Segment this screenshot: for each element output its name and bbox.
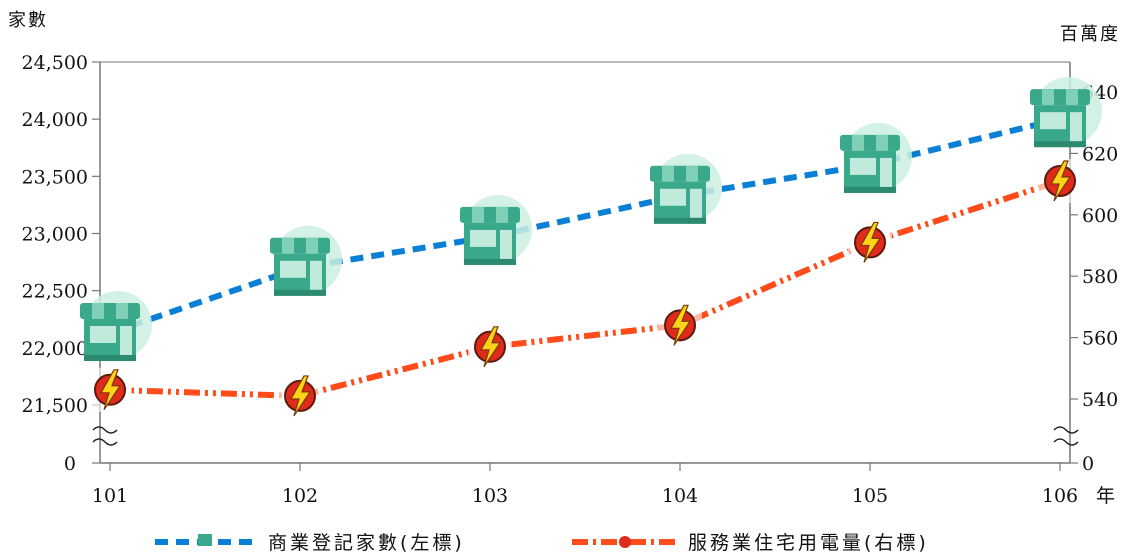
right-axis-title: 百萬度 bbox=[1060, 24, 1120, 45]
right-tick-label: 540 bbox=[1082, 389, 1118, 411]
store-icon bbox=[270, 225, 342, 296]
series-lines bbox=[109, 116, 1061, 399]
x-axis-ticks: 101 102 103 104 105 106 bbox=[92, 463, 1078, 507]
x-tick-label: 102 bbox=[282, 485, 318, 507]
axes bbox=[99, 61, 1071, 464]
left-tick-label: 23,500 bbox=[22, 166, 88, 188]
left-tick-label: 21,500 bbox=[22, 395, 88, 417]
legend: 商業登記家數(左標) 服務業住宅用電量(右標) bbox=[155, 532, 929, 554]
x-tick-label: 101 bbox=[92, 485, 128, 507]
series-markers bbox=[80, 77, 1102, 419]
left-zero-label: 0 bbox=[64, 453, 76, 475]
x-axis-unit: 年 bbox=[1096, 485, 1115, 507]
lightning-icon bbox=[847, 219, 893, 266]
left-tick-label: 22,500 bbox=[22, 281, 88, 303]
legend-item-commercial: 商業登記家數(左標) bbox=[155, 532, 465, 554]
lightning-icon bbox=[619, 536, 631, 548]
store-icon bbox=[840, 122, 912, 193]
right-axis-break bbox=[1053, 426, 1079, 446]
right-zero-label: 0 bbox=[1082, 453, 1094, 475]
store-icon bbox=[1030, 77, 1102, 148]
store-icon bbox=[198, 534, 212, 546]
lightning-icon bbox=[87, 366, 133, 413]
x-tick-label: 103 bbox=[472, 485, 508, 507]
left-tick-label: 24,500 bbox=[22, 52, 88, 74]
right-tick-label: 620 bbox=[1082, 143, 1118, 165]
lightning-icon bbox=[467, 323, 513, 370]
x-tick-label: 104 bbox=[662, 485, 698, 507]
x-tick-label: 106 bbox=[1042, 485, 1078, 507]
store-icon bbox=[80, 290, 152, 361]
electricity-series-line bbox=[109, 178, 1061, 399]
left-tick-label: 24,000 bbox=[22, 109, 88, 131]
lightning-icon bbox=[1037, 158, 1083, 205]
right-tick-label: 560 bbox=[1082, 328, 1118, 350]
x-tick-label: 105 bbox=[852, 485, 888, 507]
right-tick-label: 600 bbox=[1082, 205, 1118, 227]
legend-item-electricity: 服務業住宅用電量(右標) bbox=[572, 532, 929, 554]
left-axis-title: 家數 bbox=[8, 10, 48, 31]
store-icon bbox=[650, 153, 722, 224]
left-tick-label: 23,000 bbox=[22, 224, 88, 246]
left-tick-label: 22,000 bbox=[22, 338, 88, 360]
right-tick-label: 580 bbox=[1082, 266, 1118, 288]
left-axis-break bbox=[92, 426, 118, 446]
left-axis-ticks: 21,500 22,000 22,500 23,000 23,500 24,000 24,5… bbox=[22, 52, 100, 464]
lightning-icon bbox=[657, 302, 703, 349]
store-icon bbox=[460, 194, 532, 265]
legend-label-electricity: 服務業住宅用電量(右標) bbox=[688, 532, 929, 554]
lightning-icon bbox=[277, 372, 323, 419]
commercial-series-line bbox=[109, 116, 1061, 336]
legend-label-commercial: 商業登記家數(左標) bbox=[268, 532, 465, 554]
